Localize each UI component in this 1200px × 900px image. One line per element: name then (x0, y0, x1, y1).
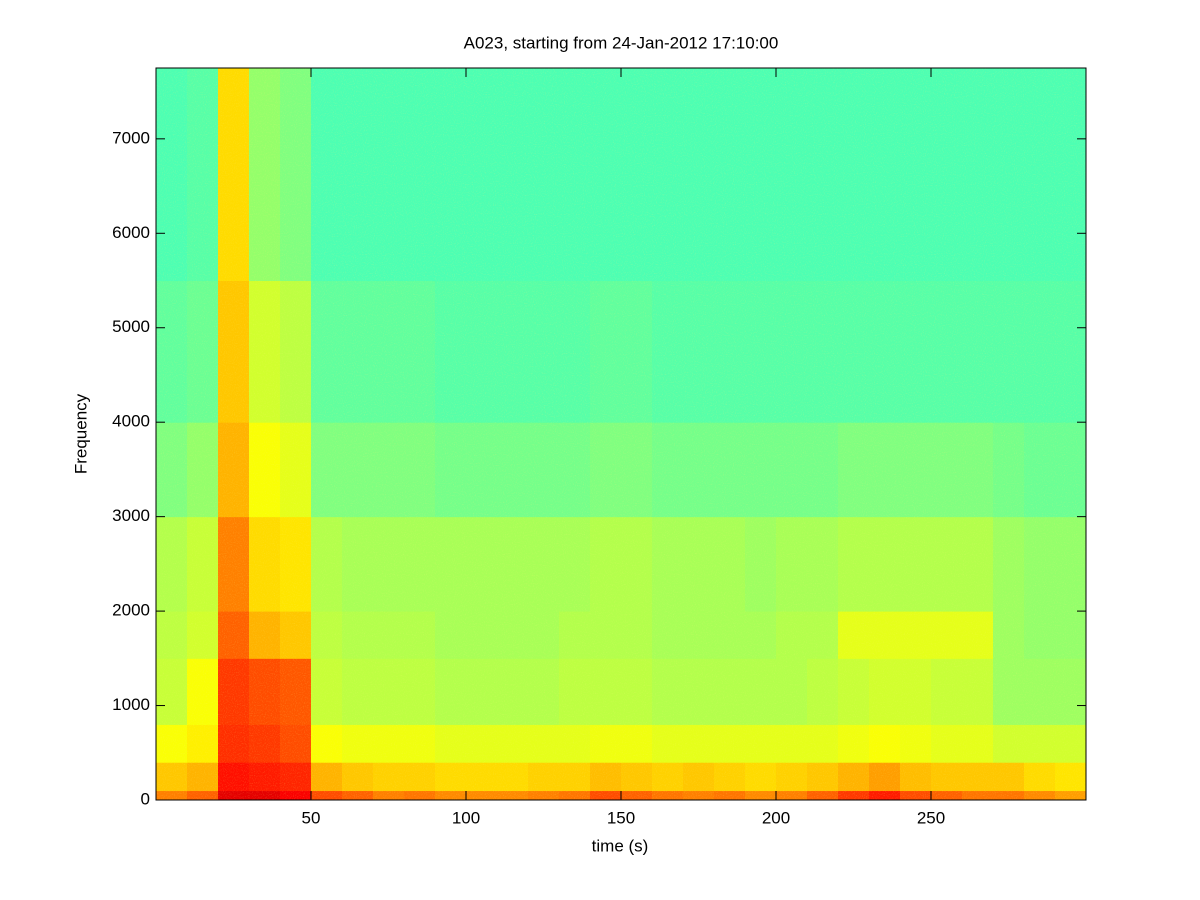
x-axis-label: time (s) (592, 836, 649, 855)
y-tick-label: 6000 (112, 223, 150, 242)
x-tick-label: 150 (607, 808, 635, 827)
x-tick-label: 250 (917, 808, 945, 827)
y-tick-label: 7000 (112, 128, 150, 147)
y-axis-label: Frequency (71, 393, 90, 474)
y-tick-label: 0 (141, 789, 150, 808)
chart-title: A023, starting from 24-Jan-2012 17:10:00 (464, 33, 779, 52)
x-tick-label: 100 (452, 808, 480, 827)
y-tick-label: 2000 (112, 601, 150, 620)
noise-texture (156, 68, 1086, 800)
y-tick-label: 4000 (112, 412, 150, 431)
y-tick-label: 3000 (112, 506, 150, 525)
y-tick-label: 1000 (112, 695, 150, 714)
x-tick-label: 200 (762, 808, 790, 827)
y-tick-label: 5000 (112, 317, 150, 336)
x-tick-label: 50 (302, 808, 321, 827)
